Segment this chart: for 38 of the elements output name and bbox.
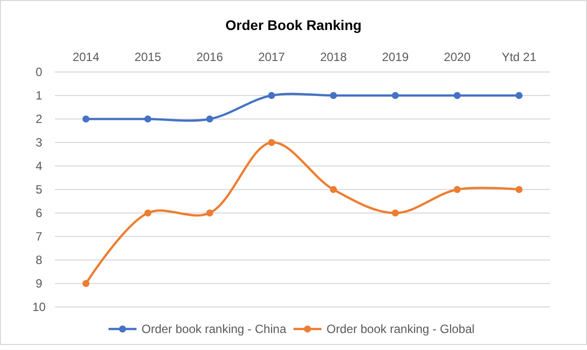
legend-label: Order book ranking - China xyxy=(142,322,287,336)
point xyxy=(206,116,214,122)
point xyxy=(516,186,523,193)
point xyxy=(330,92,337,99)
x-tick-label: 2016 xyxy=(196,50,224,64)
x-tick-label: 2020 xyxy=(444,50,471,64)
x-tick-label: 2014 xyxy=(72,50,100,64)
point xyxy=(268,139,276,146)
y-tick-label: 4 xyxy=(36,159,43,174)
y-tick-label: 8 xyxy=(36,253,43,268)
point xyxy=(268,92,276,99)
point xyxy=(144,210,152,216)
x-tick-label: 2015 xyxy=(134,50,162,64)
y-tick-label: 2 xyxy=(36,112,43,126)
y-tick-label: 6 xyxy=(36,206,43,220)
legend-label: Order book ranking - Global xyxy=(326,322,475,336)
point xyxy=(392,92,399,99)
y-tick-label: 5 xyxy=(36,182,43,197)
y-tick-label: 0 xyxy=(36,65,43,80)
point xyxy=(392,210,399,216)
point xyxy=(144,116,152,122)
y-tick-label: 9 xyxy=(36,276,43,291)
y-tick-label: 1 xyxy=(36,88,43,103)
point xyxy=(454,186,461,193)
chart-title: Order Book Ranking xyxy=(225,17,362,33)
point xyxy=(206,210,214,216)
y-tick-label: 3 xyxy=(36,136,43,150)
point xyxy=(330,186,337,193)
y-tick-label: 7 xyxy=(36,230,43,244)
x-tick-label: 2017 xyxy=(258,50,286,64)
y-tick-label: 10 xyxy=(32,300,46,314)
point xyxy=(82,116,90,122)
point xyxy=(454,92,461,99)
x-tick-label: Ytd 21 xyxy=(502,50,537,64)
point xyxy=(516,92,523,99)
x-tick-label: 2018 xyxy=(320,50,348,64)
point xyxy=(82,280,90,287)
x-tick-label: 2019 xyxy=(382,50,409,64)
